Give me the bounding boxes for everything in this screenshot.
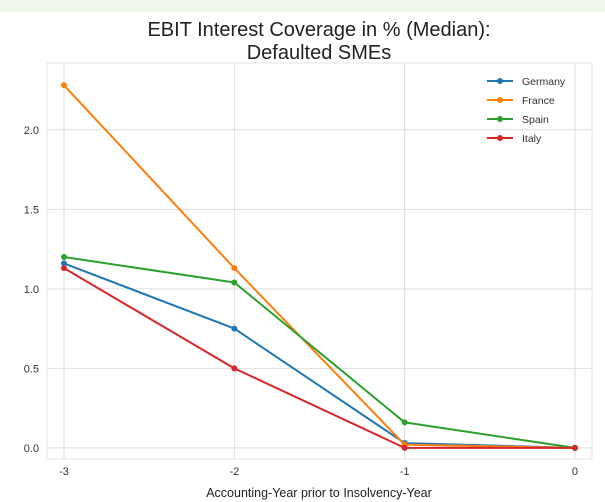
y-tick-label: 2.0 — [24, 125, 39, 137]
y-tick-label: 0.5 — [24, 363, 39, 375]
x-tick-label: 0 — [572, 466, 578, 478]
y-tick-label: 1.0 — [24, 284, 39, 296]
chart-title-line-2: Defaulted SMEs — [247, 42, 392, 64]
data-point-italy — [231, 365, 238, 372]
data-point-germany — [231, 325, 238, 332]
data-point-italy — [401, 444, 408, 451]
legend-label: France — [522, 95, 555, 107]
x-tick-labels: -3 -2 -1 0 — [59, 466, 578, 478]
series-italy — [61, 265, 578, 451]
series-line-france — [63, 84, 575, 449]
legend-marker — [497, 135, 503, 141]
y-tick-label: 0.0 — [24, 443, 39, 455]
legend-label: Italy — [522, 133, 542, 145]
data-point-france — [61, 82, 68, 89]
legend-label: Spain — [522, 114, 549, 126]
data-point-italy — [61, 265, 68, 272]
series-line-spain — [63, 256, 576, 449]
top-band — [0, 0, 605, 12]
x-tick-label: -1 — [400, 466, 410, 478]
legend-marker — [497, 97, 503, 103]
legend: Germany France Spain Italy — [487, 76, 566, 145]
grid-lines — [47, 63, 592, 459]
data-point-italy — [571, 444, 578, 451]
chart-title-line-1: EBIT Interest Coverage in % (Median): — [147, 19, 490, 41]
plot-area — [46, 62, 593, 460]
y-tick-labels: 0.0 0.5 1.0 1.5 2.0 — [24, 125, 39, 455]
series-lines — [61, 82, 578, 451]
data-point-spain — [61, 254, 68, 261]
x-tick-label: -3 — [59, 466, 69, 478]
legend-label: Germany — [522, 76, 566, 88]
data-point-germany — [61, 260, 68, 267]
data-point-spain — [401, 419, 408, 426]
legend-marker — [497, 116, 503, 122]
series-line-italy — [63, 267, 575, 449]
data-point-france — [231, 265, 238, 272]
x-tick-label: -2 — [229, 466, 239, 478]
data-point-spain — [231, 279, 238, 286]
x-axis-label: Accounting-Year prior to Insolvency-Year — [206, 486, 432, 500]
y-tick-label: 1.5 — [24, 204, 39, 216]
legend-marker — [497, 78, 503, 84]
